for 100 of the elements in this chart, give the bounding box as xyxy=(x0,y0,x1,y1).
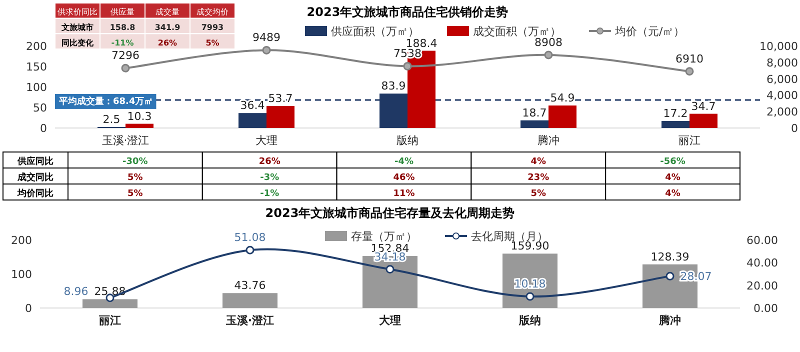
x-tick-label: 玉溪·澄江 xyxy=(102,134,150,147)
point xyxy=(386,265,394,274)
point xyxy=(262,46,271,54)
y-tick-label: 200 xyxy=(26,40,47,53)
y-tick-label: 100 xyxy=(26,81,47,94)
data-label: 8.96 xyxy=(64,284,88,298)
text: 23% xyxy=(528,173,550,183)
point xyxy=(121,64,130,72)
bar xyxy=(266,106,294,128)
text: -30% xyxy=(122,157,148,167)
point xyxy=(666,272,674,280)
data-label: 2.5 xyxy=(102,112,120,126)
y-tick-label: 0 xyxy=(25,302,32,315)
data-label: 83.9 xyxy=(381,80,406,93)
data-label: 8908 xyxy=(534,36,562,49)
data-label: 43.76 xyxy=(234,279,266,292)
bar xyxy=(82,299,138,308)
text: -11% xyxy=(111,38,134,48)
y-tick-label: 150 xyxy=(26,60,47,74)
bar xyxy=(238,113,266,128)
chart-title: 2023年文旅城市商品住宅存量及去化周期走势 xyxy=(265,206,515,220)
category-label: 文旅城市 xyxy=(62,23,94,32)
data-label: 51.08 xyxy=(234,231,266,244)
category-label: 同比变化 xyxy=(62,38,94,48)
data-label: 17.2 xyxy=(663,106,688,120)
text: 供求价同比 xyxy=(58,8,98,17)
x-tick-label: 丽江 xyxy=(678,134,700,147)
bar xyxy=(126,124,154,128)
bar xyxy=(548,105,576,128)
text: 11% xyxy=(393,189,415,199)
x-tick-label: 版纳 xyxy=(518,314,541,327)
y-tick-label: 0 xyxy=(40,122,47,135)
bar xyxy=(520,120,548,128)
text: -1% xyxy=(260,189,280,199)
y2-tick-label: 4,000 xyxy=(766,89,798,102)
text: 158.8 xyxy=(110,23,136,32)
text: 5% xyxy=(128,173,143,183)
ref-line-label: 平均成交量：68.4万㎡ xyxy=(58,96,154,107)
text: 5% xyxy=(206,38,220,48)
data-label: 128.39 xyxy=(650,250,690,264)
y-tick-label: 50 xyxy=(33,102,47,114)
legend-label: 供应面积（万㎡） xyxy=(331,25,419,38)
y2-tick-label: 0.00 xyxy=(754,302,778,315)
y2-tick-label: 8,000 xyxy=(766,56,798,70)
legend-label: 均价（元/㎡） xyxy=(614,25,685,38)
text: 26% xyxy=(158,38,178,48)
chart-title: 2023年文旅城市商品住宅供销价走势 xyxy=(306,5,508,19)
x-tick-label: 大理 xyxy=(256,134,278,147)
legend-label: 存量（万㎡） xyxy=(351,230,417,243)
x-tick-label: 腾冲 xyxy=(538,134,560,147)
point xyxy=(544,50,553,60)
category-label: 成交均价 xyxy=(196,8,228,17)
y-tick-label: 100 xyxy=(11,268,32,281)
y2-tick-label: 2,000 xyxy=(766,106,798,119)
data-label: 7538 xyxy=(394,47,422,60)
category-label: 成交同比 xyxy=(18,173,54,183)
text: 5% xyxy=(530,189,546,199)
text: -3% xyxy=(260,173,280,183)
text: 4% xyxy=(530,157,546,167)
text: 5% xyxy=(128,189,143,199)
data-label: 18.7 xyxy=(522,106,547,120)
text: -4% xyxy=(394,157,414,167)
bar xyxy=(222,293,278,308)
y2-tick-label: 60.00 xyxy=(746,234,778,247)
y2-tick-label: 20.00 xyxy=(746,279,778,292)
data-label: 34.7 xyxy=(691,100,716,113)
text: 341.9 xyxy=(154,23,180,32)
bar xyxy=(690,114,718,128)
category-label: 供应量 xyxy=(110,8,134,17)
category-label: 均价同比 xyxy=(18,189,54,199)
data-label: 10.18 xyxy=(514,277,546,290)
category-label: 成交量 xyxy=(156,8,180,17)
text: 4% xyxy=(665,189,680,199)
y2-tick-label: 10,000 xyxy=(760,40,798,53)
text: 4% xyxy=(665,173,680,183)
x-tick-label: 腾冲 xyxy=(658,314,681,327)
text: 7993 xyxy=(201,23,224,32)
text: 26% xyxy=(258,157,280,167)
x-tick-label: 丽江 xyxy=(98,314,121,327)
x-tick-label: 大理 xyxy=(379,314,401,327)
y2-tick-label: 40.00 xyxy=(746,256,778,270)
data-label: 9489 xyxy=(252,31,280,44)
data-label: 7296 xyxy=(112,49,140,62)
text: -56% xyxy=(660,157,686,167)
point xyxy=(685,67,694,76)
text: 46% xyxy=(393,173,415,183)
y2-tick-label: 0 xyxy=(791,122,798,135)
bar xyxy=(662,120,690,128)
data-label: 54.9 xyxy=(550,91,575,104)
data-label: 36.4 xyxy=(240,99,265,112)
point xyxy=(403,62,412,70)
x-tick-label: 版纳 xyxy=(396,134,418,147)
x-tick-label: 玉溪·澄江 xyxy=(224,314,274,327)
data-label: 188.4 xyxy=(406,36,438,50)
point xyxy=(246,246,254,254)
legend-label: 成交面积（万㎡） xyxy=(473,25,561,38)
y-tick-label: 200 xyxy=(11,234,32,247)
point xyxy=(526,292,534,301)
data-label: 6910 xyxy=(676,52,704,66)
y2-tick-label: 6,000 xyxy=(766,72,798,86)
